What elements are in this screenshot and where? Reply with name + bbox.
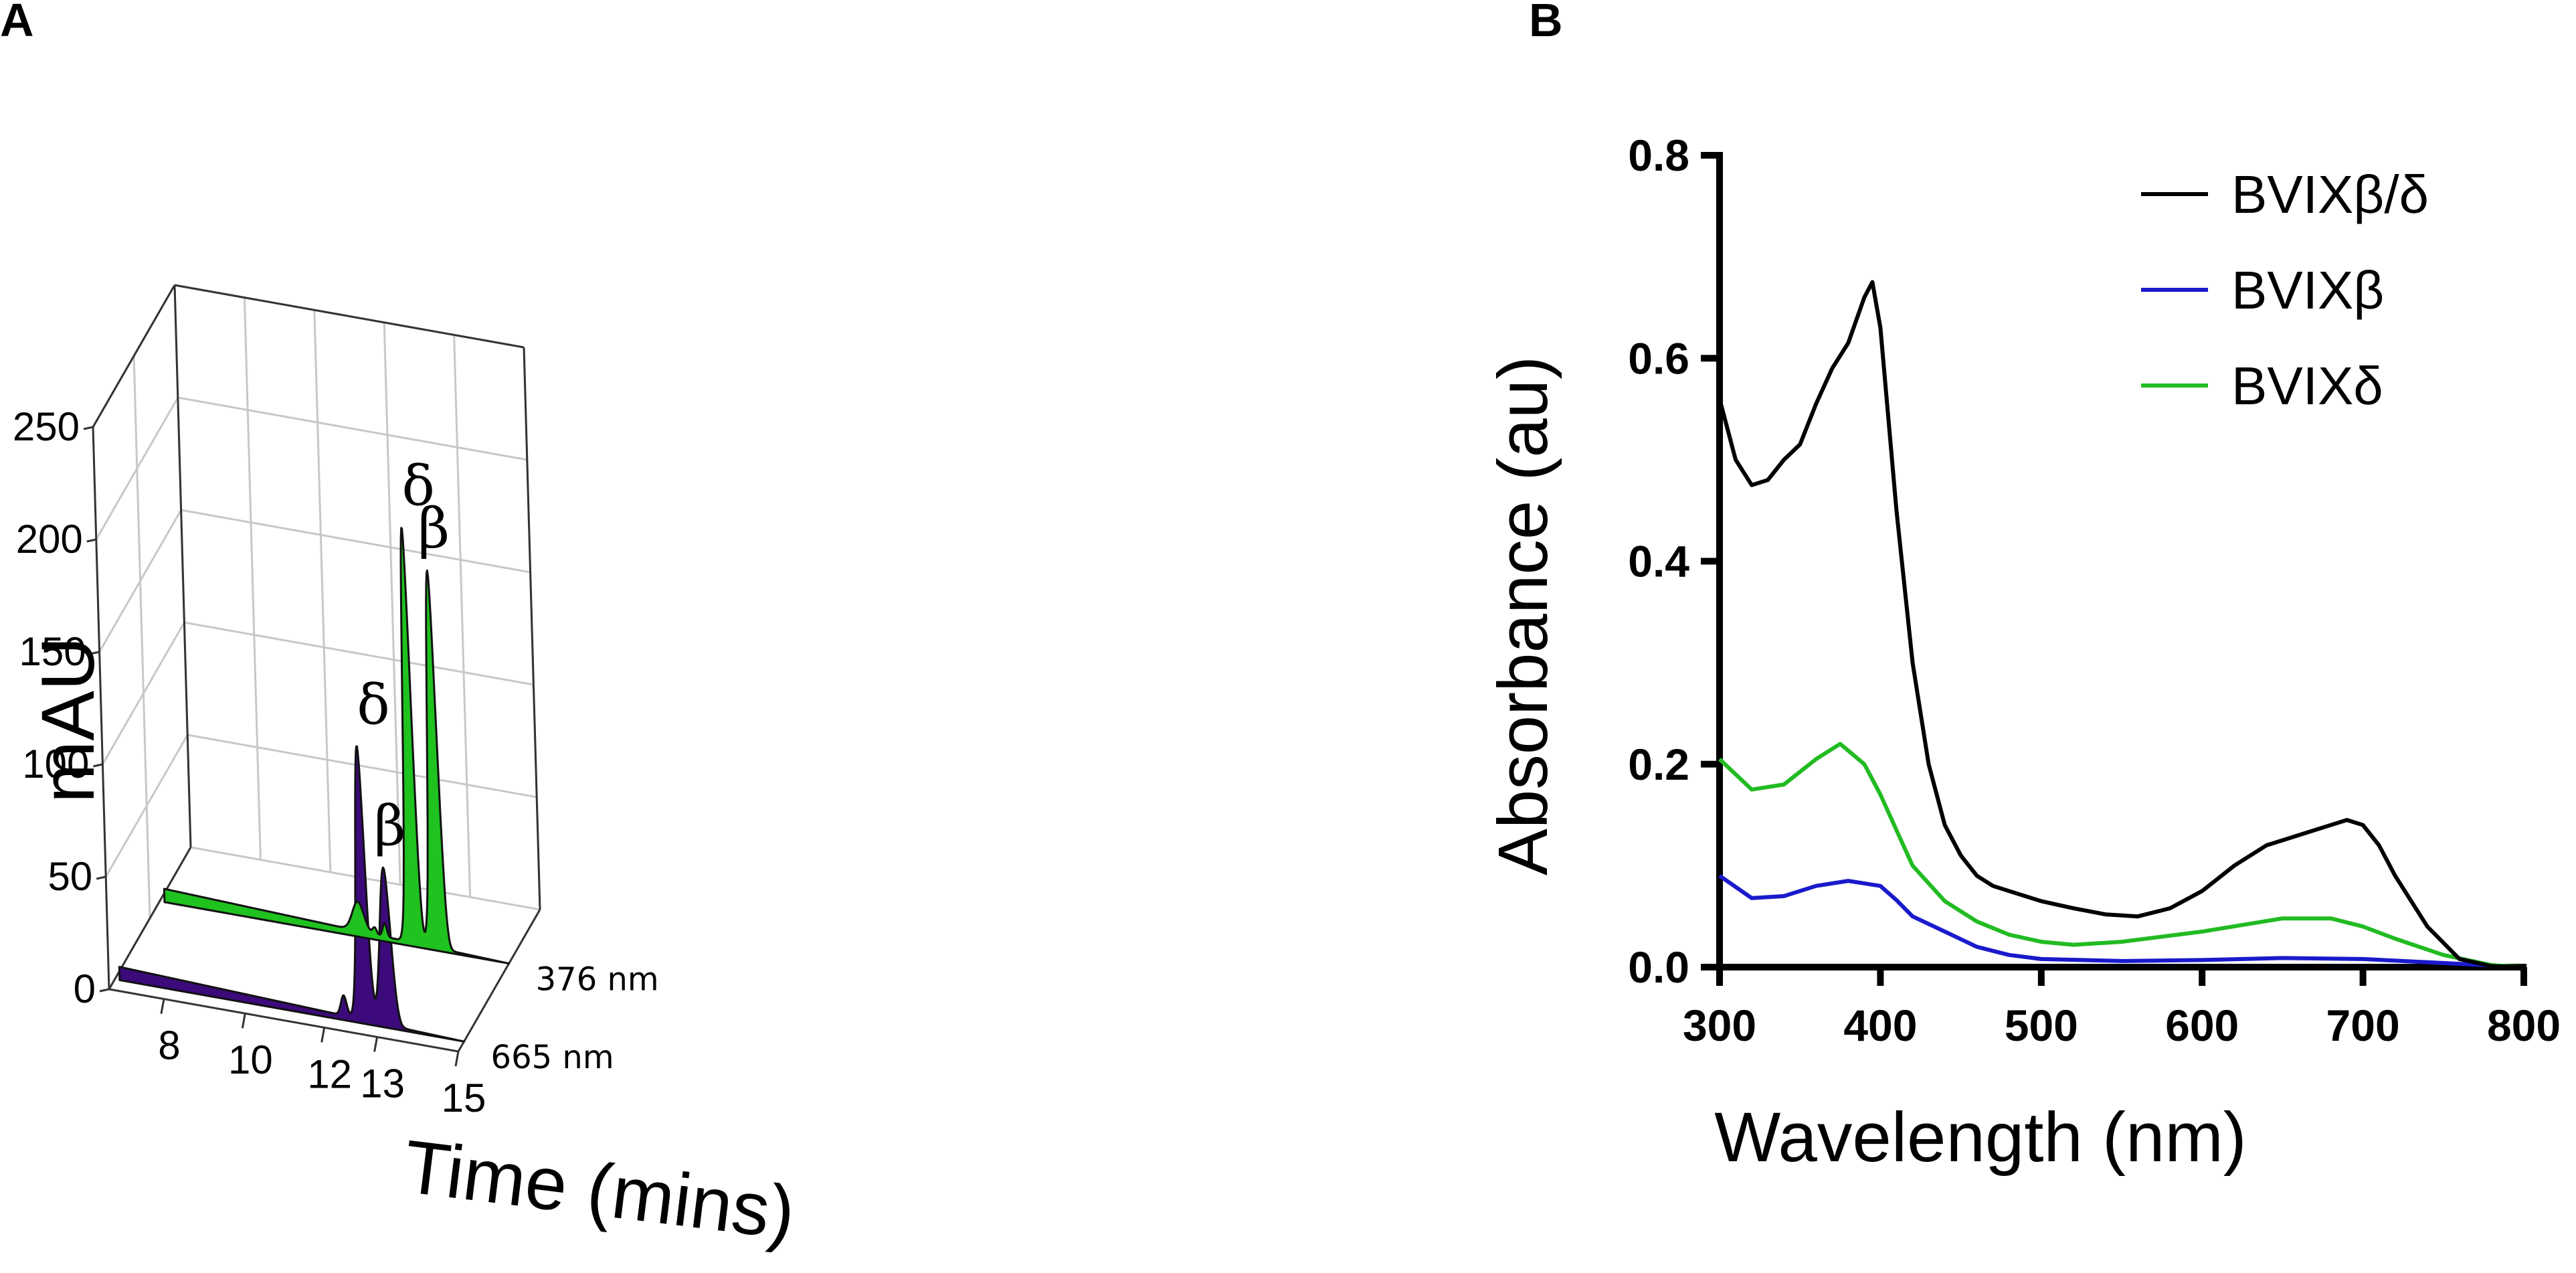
absorbance-series: [1718, 280, 2524, 969]
series-line-BVIXβ/δ: [1718, 280, 2524, 969]
back-wall-vline-1: [243, 297, 262, 860]
absorbance-y-axis-title: Absorbance (au): [1484, 356, 1562, 875]
y-tick-label-50: 50: [48, 854, 92, 899]
x-tick-mark-1: [241, 1013, 246, 1029]
box-edge-2: [108, 847, 192, 990]
absorbance-x-axis-title: Wavelength (nm): [1714, 1098, 2247, 1177]
y-tick-label-0.0: 0.0: [1628, 942, 1689, 992]
series-label-376-nm: 376 nm: [536, 961, 659, 999]
legend-label-BVIXδ: BVIXδ: [2231, 356, 2383, 416]
back-wall-vline-2: [313, 310, 332, 873]
series-665-nm: 665 nm δβ: [118, 674, 614, 1076]
x-tick-mark-0: [160, 999, 165, 1014]
series-line-BVIXβ: [1718, 874, 2524, 969]
chromatogram-y-axis-title: mAU: [26, 636, 110, 803]
y-tick-label-150: 150: [19, 629, 86, 674]
absorbance-ticks: 0.0 0.2 0.4 0.6 0.8 300 400 500 600 700 800: [1628, 131, 2561, 1050]
back-wall-vline-4: [453, 335, 472, 898]
x-tick-label-700: 700: [2326, 1001, 2400, 1050]
x-tick-mark-4: [454, 1051, 460, 1067]
absorbance-legend: BVIXβ/δ BVIXβ BVIXδ: [2141, 165, 2429, 416]
y-tick-mark-0: [99, 988, 110, 993]
peak-label-0-2: β: [374, 795, 405, 859]
x-tick-label-15: 15: [442, 1076, 486, 1120]
x-tick-mark-3: [373, 1037, 379, 1052]
x-tick-label-8: 8: [158, 1023, 180, 1068]
absorbance-axes: [1716, 152, 2526, 970]
series-area-0: [118, 745, 466, 1043]
y-tick-mark-5: [83, 426, 94, 430]
y-tick-mark-2: [93, 763, 103, 768]
panel-label-b: B: [1529, 0, 1563, 46]
y-tick-label-200: 200: [16, 517, 83, 562]
series-line-BVIXδ: [1718, 742, 2524, 969]
x-tick-label-300: 300: [1683, 1001, 1756, 1050]
y-tick-label-0: 0: [74, 966, 96, 1011]
peak-label-1-3: δ: [402, 455, 435, 519]
box-edge-3: [457, 909, 541, 1052]
y-tick-label-0.6: 0.6: [1628, 333, 1689, 383]
x-tick-label-12: 12: [307, 1051, 352, 1096]
x-tick-mark-2: [320, 1027, 326, 1043]
box-edge-1: [92, 426, 110, 990]
x-tick-label-800: 800: [2487, 1001, 2561, 1050]
peak-label-1-4: β: [418, 497, 450, 561]
x-tick-label-13: 13: [360, 1061, 405, 1106]
back-wall-gridline-4: [177, 396, 528, 461]
x-tick-label-10: 10: [228, 1037, 273, 1082]
chromatogram-ticks: 0 50 100 150 200 250 8 10 12 13 15: [13, 404, 486, 1120]
y-tick-label-0.2: 0.2: [1628, 740, 1689, 789]
y-tick-mark-3: [90, 651, 100, 655]
x-tick-label-500: 500: [2005, 1001, 2078, 1050]
box-edge-7: [523, 347, 541, 910]
x-tick-label-400: 400: [1843, 1001, 1917, 1050]
legend-label-BVIXβ: BVIXβ: [2231, 260, 2384, 320]
y-tick-label-0.8: 0.8: [1628, 131, 1689, 180]
box-edge-0: [108, 988, 459, 1053]
y-tick-label-0.4: 0.4: [1628, 537, 1689, 586]
back-wall-gridline-3: [181, 509, 531, 574]
back-wall-gridline-1: [187, 734, 537, 798]
panel-label-a: A: [0, 0, 34, 46]
chromatogram-grid: [92, 284, 541, 990]
side-wall-vline-0: [132, 355, 151, 919]
y-tick-mark-4: [86, 538, 97, 543]
x-tick-label-600: 600: [2165, 1001, 2239, 1050]
y-tick-label-100: 100: [22, 742, 89, 786]
box-edge-5: [92, 284, 176, 428]
y-tick-label-250: 250: [13, 404, 80, 449]
back-wall-gridline-2: [184, 621, 534, 686]
box-edge-4: [173, 284, 192, 848]
series-label-665-nm: 665 nm: [491, 1039, 614, 1076]
peak-label-0-1: δ: [357, 674, 389, 738]
y-tick-mark-1: [96, 875, 106, 880]
series-area-1: [163, 527, 511, 965]
chromatogram-axes: [92, 284, 541, 1053]
box-edge-6: [174, 284, 525, 349]
chromatogram-x-axis-title: Time (mins): [399, 1124, 800, 1256]
legend-label-BVIXβ/δ: BVIXβ/δ: [2231, 165, 2429, 224]
absorbance-chart: 0.0 0.2 0.4 0.6 0.8 300 400 500 600 700 800 BVIXβ/…: [1484, 131, 2561, 1177]
back-wall-vline-3: [383, 322, 401, 885]
